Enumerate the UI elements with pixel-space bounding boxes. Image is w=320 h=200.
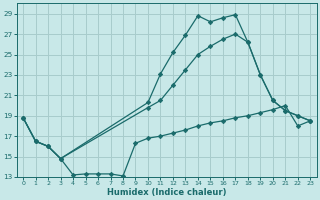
X-axis label: Humidex (Indice chaleur): Humidex (Indice chaleur): [107, 188, 227, 197]
